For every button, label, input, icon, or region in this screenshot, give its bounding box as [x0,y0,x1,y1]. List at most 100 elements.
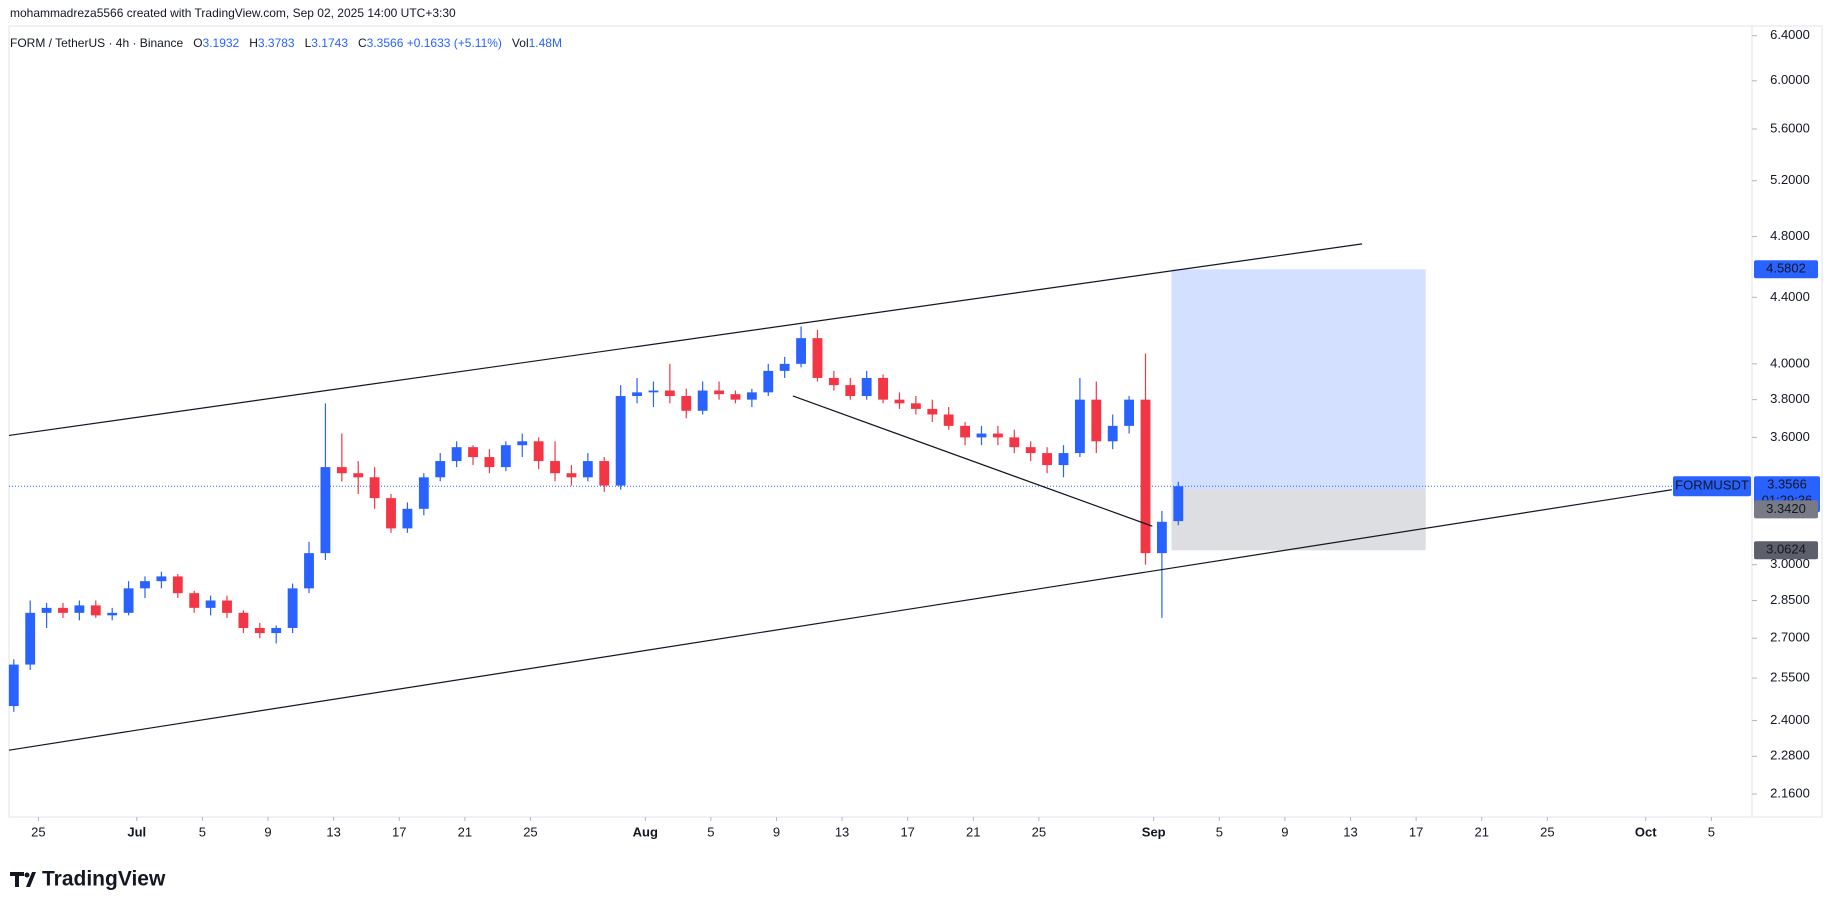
y-tick-label: 2.2800 [1770,748,1810,763]
legend-item: C3.3566 +0.1633 (+5.11%) [358,36,502,50]
candle-body [451,447,462,462]
candle-body [25,612,36,665]
candle-body [123,588,134,613]
candle-body [878,377,888,400]
chart-frame [8,25,1823,818]
y-tick-label: 2.5500 [1770,670,1810,685]
candle-body [550,461,560,474]
candle-body [714,390,724,395]
y-tick-label: 2.1600 [1770,785,1810,800]
change: +0.1633 [406,36,451,50]
candle-body [1156,521,1167,554]
candle-body [812,338,823,378]
last-price-label: 3.3566 [1767,477,1807,492]
candle-body [1091,399,1102,442]
y-tick-label: 3.0000 [1770,556,1810,571]
legend-key: C [358,36,367,50]
x-tick-label: 9 [1281,824,1288,839]
candle-body [254,627,265,634]
candle-body [140,581,150,589]
candle-body [828,377,839,386]
candle-body [402,508,413,529]
y-tick-label: 2.7000 [1770,630,1810,645]
x-tick-label: 9 [264,824,271,839]
candle-body [943,414,954,426]
candle-body [304,553,314,589]
legend-value: 3.1932 [202,36,240,50]
stop-zone [1171,489,1426,551]
candle-body [271,627,282,634]
volume-value: 1.48M [528,36,562,50]
candle-body [107,612,118,616]
x-tick-label: 25 [523,824,537,839]
candle-body [632,392,642,396]
symbol-tag: FORMUSDT [1675,478,1749,493]
candle-body [435,461,446,478]
logo: TradingView [10,868,166,891]
y-tick-label: 2.8500 [1770,592,1810,607]
x-tick-label: Aug [633,824,658,839]
target-label-bg [1754,260,1818,279]
candle-body [992,433,1003,438]
legend-value: 3.1743 [311,36,348,50]
x-tick-label: 17 [900,824,914,839]
legend-item: L3.1743 [305,36,348,50]
candle-body [1009,437,1020,448]
y-tick-label: 3.6000 [1770,429,1810,444]
candle-body [648,390,659,393]
candle-body [222,600,232,613]
candle-body [730,394,741,400]
x-tick-label: 17 [392,824,406,839]
legend-item: O3.1932 [193,36,239,50]
change-pct: (+5.11%) [453,36,502,50]
candle-body [418,477,429,509]
target-zone [1171,269,1426,490]
candle-body [697,390,708,411]
x-tick-label: 13 [326,824,340,839]
candle-body [517,441,528,446]
candle-body [681,395,692,411]
logo-text: TradingView [42,868,166,891]
candle-body [533,441,544,462]
y-tick-label: 2.4000 [1770,712,1810,727]
candle-body [1107,425,1118,442]
symbol: FORM / TetherUS · 4h · Binance [10,36,184,50]
symbol-tag-bg [1673,476,1751,497]
candle-body [927,408,938,415]
volume-key: Vol [511,36,529,50]
legend: FORM / TetherUS · 4h · Binance O3.1932 H3.… [10,36,562,50]
candle-body [1042,453,1053,466]
candle-body [8,664,19,707]
candle-body [664,390,675,396]
trend-line [792,395,1153,527]
candle-body [90,605,101,616]
candle-body [582,461,593,478]
y-tick-label: 5.2000 [1770,172,1810,187]
x-tick-label: 5 [1708,824,1715,839]
x-tick-label: 25 [1032,824,1046,839]
candle-body [599,461,610,486]
candle-body [1124,399,1135,426]
candle-body [484,457,495,468]
stop-label: 3.0624 [1766,542,1806,557]
stop-label-bg [1754,541,1818,560]
candle-body [320,467,331,554]
legend-value: 3.3783 [257,36,295,50]
y-tick-label: 4.0000 [1770,355,1810,370]
candle-body [353,473,364,478]
candle-body [746,392,757,400]
candle-body [74,605,85,613]
legend-key: O [193,36,203,50]
candle-body [894,399,905,404]
candle-body [796,338,806,364]
x-tick-label: 13 [835,824,849,839]
y-tick-label: 4.8000 [1770,228,1810,243]
legend-key: H [249,36,258,50]
candle-body [205,600,216,608]
candle-body [1025,447,1036,454]
x-tick-label: 13 [1343,824,1357,839]
legend-key: L [304,36,312,50]
x-tick-label: Sep [1142,824,1166,839]
candle-body [58,607,68,613]
